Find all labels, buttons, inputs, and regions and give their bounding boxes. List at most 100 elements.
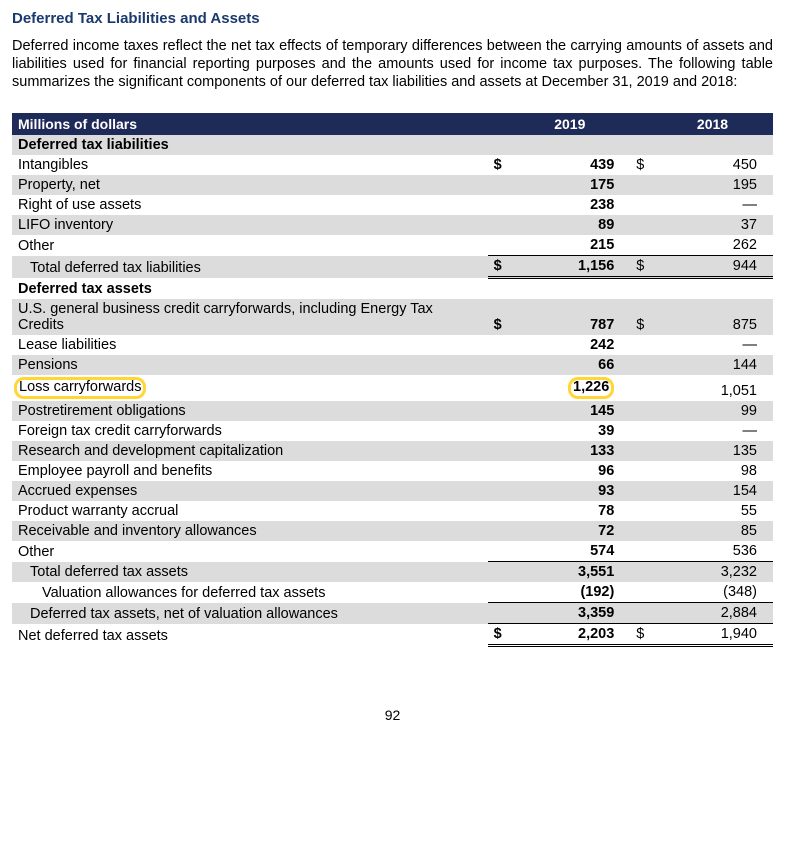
table-row: Employee payroll and benefits 96 98 [12,461,773,481]
value: 135 [662,441,773,461]
value: 1,226 [519,375,630,401]
value: 242 [519,335,630,355]
row-label: Total deferred tax assets [12,562,488,583]
table-row: Foreign tax credit carryforwards 39 — [12,421,773,441]
table-row: Intangibles $ 439 $ 450 [12,155,773,175]
highlight-box: 1,226 [568,377,614,399]
currency: $ [630,624,662,646]
value: 1,051 [662,375,773,401]
currency [630,461,662,481]
value: 93 [519,481,630,501]
row-label: Postretirement obligations [12,401,488,421]
currency [488,603,520,624]
currency [630,541,662,562]
row-label: Other [12,541,488,562]
value: — [662,421,773,441]
currency [488,235,520,256]
table-row: Valuation allowances for deferred tax as… [12,582,773,603]
table-row: Product warranty accrual 78 55 [12,501,773,521]
currency [630,582,662,603]
currency [488,421,520,441]
currency [630,175,662,195]
currency [630,421,662,441]
value: 133 [519,441,630,461]
row-label: Property, net [12,175,488,195]
table-header-row: Millions of dollars 2019 2018 [12,113,773,135]
value: 3,232 [662,562,773,583]
value: 2,884 [662,603,773,624]
value: 144 [662,355,773,375]
currency [630,441,662,461]
table-row: Postretirement obligations 145 99 [12,401,773,421]
total-row: Total deferred tax liabilities $ 1,156 $… [12,256,773,278]
currency [488,175,520,195]
row-label: Foreign tax credit carryforwards [12,421,488,441]
row-label: U.S. general business credit carryforwar… [12,299,488,335]
row-label: Pensions [12,355,488,375]
currency [630,335,662,355]
deferred-tax-table: Millions of dollars 2019 2018 Deferred t… [12,113,773,647]
value: (348) [662,582,773,603]
value: 98 [662,461,773,481]
currency [488,375,520,401]
currency [630,401,662,421]
intro-paragraph: Deferred income taxes reflect the net ta… [12,37,773,91]
currency [488,195,520,215]
currency: $ [488,155,520,175]
value: 37 [662,215,773,235]
table-row: Pensions 66 144 [12,355,773,375]
row-label: Research and development capitalization [12,441,488,461]
row-label: Deferred tax assets, net of valuation al… [12,603,488,624]
row-label: Other [12,235,488,256]
value: 195 [662,175,773,195]
value: 875 [662,299,773,335]
table-row: Research and development capitalization … [12,441,773,461]
header-spacer [488,113,520,135]
currency [488,355,520,375]
value: — [662,195,773,215]
row-label: Total deferred tax liabilities [12,256,488,278]
value: 78 [519,501,630,521]
value: 99 [662,401,773,421]
value: 215 [519,235,630,256]
currency [488,562,520,583]
currency: $ [630,299,662,335]
value: 3,551 [519,562,630,583]
currency [488,441,520,461]
value: 85 [662,521,773,541]
currency [630,481,662,501]
table-row: Other 215 262 [12,235,773,256]
table-row: Right of use assets 238 — [12,195,773,215]
value: 72 [519,521,630,541]
value: 536 [662,541,773,562]
value: 1,156 [519,256,630,278]
currency [630,215,662,235]
currency [488,481,520,501]
section-label: Deferred tax liabilities [12,135,773,155]
currency [488,582,520,603]
section-row: Deferred tax assets [12,278,773,300]
row-label: Intangibles [12,155,488,175]
table-row: LIFO inventory 89 37 [12,215,773,235]
value: 439 [519,155,630,175]
currency [488,401,520,421]
value: 96 [519,461,630,481]
value: 89 [519,215,630,235]
currency [630,355,662,375]
highlighted-row: Loss carryforwards 1,226 1,051 [12,375,773,401]
row-label: Accrued expenses [12,481,488,501]
value: 145 [519,401,630,421]
header-year-2: 2018 [662,113,773,135]
value: 450 [662,155,773,175]
table-row: Receivable and inventory allowances 72 8… [12,521,773,541]
table-row: U.S. general business credit carryforwar… [12,299,773,335]
header-spacer [630,113,662,135]
table-row: Lease liabilities 242 — [12,335,773,355]
subtotal-row: Deferred tax assets, net of valuation al… [12,603,773,624]
value: 787 [519,299,630,335]
row-label: Valuation allowances for deferred tax as… [12,582,488,603]
row-label: Right of use assets [12,195,488,215]
row-label: Loss carryforwards [12,375,488,401]
row-label: Product warranty accrual [12,501,488,521]
page-number: 92 [12,707,773,723]
